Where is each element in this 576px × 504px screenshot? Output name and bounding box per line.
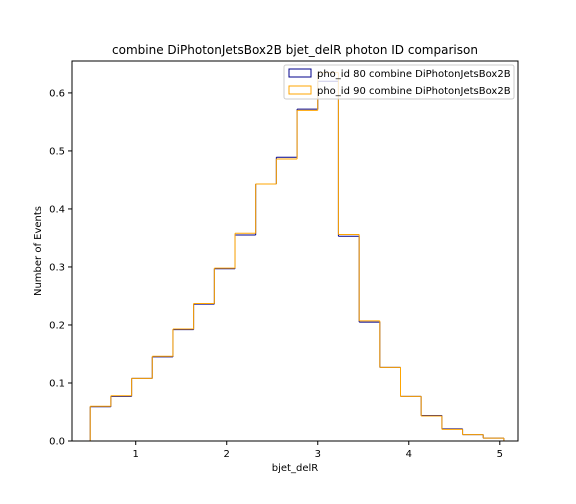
x-tick-label: 1 [133,449,139,460]
legend-swatch [288,68,312,78]
y-tick-label: 0.2 [49,320,65,331]
x-axis-label: bjet_delR [272,463,318,474]
chart-title: combine DiPhotonJetsBox2B bjet_delR phot… [112,43,478,57]
x-tick-label: 5 [497,449,503,460]
legend: pho_id 80 combine DiPhotonJetsBox2B pho_… [283,64,515,100]
x-tick-label: 4 [406,449,412,460]
axes-frame [71,60,519,442]
legend-label: pho_id 80 combine DiPhotonJetsBox2B [317,69,511,80]
y-tick-label: 0.4 [49,204,65,215]
y-axis-label: Number of Events [33,206,44,296]
y-tick-label: 0.3 [49,262,65,273]
legend-label: pho_id 90 combine DiPhotonJetsBox2B [317,86,511,97]
legend-box [283,64,515,100]
plot-area [89,72,505,441]
y-tick-label: 0.5 [49,146,65,157]
series-1 [89,72,505,441]
y-tick-label: 0.1 [49,378,65,389]
axis-ticks: 1 2 3 4 5 0.0 0.1 0.2 0.3 0.4 0.5 0.6 [49,88,503,460]
y-tick-label: 0.0 [49,437,65,448]
y-tick-label: 0.6 [49,88,65,99]
x-tick-label: 3 [315,449,321,460]
x-tick-label: 2 [224,449,230,460]
legend-swatch [288,85,312,95]
